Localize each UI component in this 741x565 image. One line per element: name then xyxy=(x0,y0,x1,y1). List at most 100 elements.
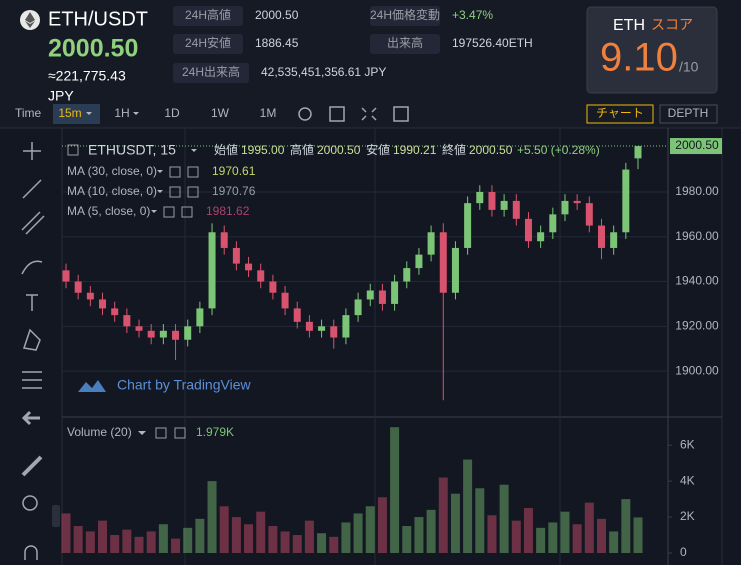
score-box xyxy=(586,6,718,94)
save-icon[interactable] xyxy=(393,106,409,122)
stat-value: 197526.40ETH xyxy=(452,36,533,50)
candle-body xyxy=(220,232,228,248)
volume-menu[interactable] xyxy=(138,431,146,435)
candle-body xyxy=(476,191,484,204)
interval[interactable]: 1M xyxy=(260,106,277,120)
stat-label: 24H出来高 xyxy=(182,64,240,79)
indicator-caret xyxy=(157,170,163,173)
chart-button[interactable] xyxy=(586,104,654,124)
candle-body xyxy=(597,225,605,248)
depth-button-text[interactable]: DEPTH xyxy=(668,106,709,120)
candle-body xyxy=(439,232,447,293)
collapse-box[interactable] xyxy=(67,144,79,156)
toolbar-icons xyxy=(298,106,409,122)
volume-bar xyxy=(85,531,95,553)
indicator-settings[interactable] xyxy=(169,186,181,198)
settings-icon[interactable] xyxy=(298,107,312,121)
volume-bar xyxy=(244,524,254,553)
volume-bar xyxy=(365,506,375,553)
volume-title: Volume (20) xyxy=(67,425,132,439)
volume-bar xyxy=(475,488,485,553)
stat-label-bg xyxy=(370,34,440,54)
time-label: Time xyxy=(15,106,42,120)
candle-body xyxy=(281,292,289,309)
fib-tool[interactable] xyxy=(21,211,45,235)
pattern-tool[interactable] xyxy=(23,328,41,351)
volume-bar xyxy=(73,526,83,553)
volume-tick-label: 6K xyxy=(680,437,695,451)
stat-value: 2000.50 xyxy=(255,8,299,22)
change: +5.50 (+0.28%) xyxy=(517,143,600,157)
zoom-tool[interactable] xyxy=(22,495,38,511)
depth-button[interactable] xyxy=(659,104,718,124)
volume-tick-label: 4K xyxy=(680,473,695,487)
interval-caret xyxy=(133,112,139,115)
indicator-name: MA (30, close, 0) xyxy=(67,164,157,178)
volume-bar xyxy=(572,524,582,553)
line-tool[interactable] xyxy=(22,179,42,199)
crosshair-tool[interactable] xyxy=(23,142,41,160)
volume-bar xyxy=(390,427,400,553)
interval[interactable]: 1H xyxy=(114,106,129,120)
fullscreen-icon[interactable] xyxy=(361,107,377,121)
candle-body xyxy=(391,281,399,304)
stat-label-bg xyxy=(370,6,440,26)
candle-body xyxy=(488,191,496,210)
collapse-handle[interactable] xyxy=(52,505,60,527)
price-jpy: ≈221,775.43 xyxy=(48,68,126,84)
volume-bar xyxy=(584,502,594,553)
indicator-close[interactable] xyxy=(187,166,199,178)
y-tick-label: 1920.00 xyxy=(675,318,719,332)
interval[interactable]: 15m xyxy=(58,106,81,120)
volume-bar xyxy=(353,513,363,553)
stat-label-bg xyxy=(173,6,243,26)
volume-bar xyxy=(207,481,217,553)
indicator-close[interactable] xyxy=(181,206,193,218)
interval[interactable]: 1D xyxy=(164,106,180,120)
stat-label-bg xyxy=(173,34,243,54)
volume-bar xyxy=(450,493,460,553)
stat-value: 1886.45 xyxy=(255,36,299,50)
y-tick-label: 1980.00 xyxy=(675,184,719,198)
candle-body xyxy=(500,200,508,210)
candle-body xyxy=(269,281,277,293)
volume-bar xyxy=(487,515,497,553)
volume-close[interactable] xyxy=(174,427,186,439)
ohlc-value: 2000.50 xyxy=(317,143,361,157)
volume-settings[interactable] xyxy=(155,427,167,439)
stat-label: 24H高値 xyxy=(185,7,231,22)
watermark: Chart by TradingView xyxy=(117,377,251,393)
magnet-tool[interactable] xyxy=(24,545,38,560)
ohlc-value: 1990.21 xyxy=(393,143,437,157)
volume-bar xyxy=(158,524,168,553)
interval[interactable]: 1W xyxy=(211,106,230,120)
candle-body xyxy=(585,203,593,226)
chart-button-text[interactable]: チャート xyxy=(596,106,644,120)
title-caret xyxy=(191,149,197,152)
indicator-icon[interactable] xyxy=(329,106,345,122)
indicator-close[interactable] xyxy=(187,186,199,198)
volume-tick-label: 0 xyxy=(680,545,687,559)
ruler-tool[interactable] xyxy=(21,455,43,477)
volume-bar xyxy=(171,538,181,553)
score-name: ETH xyxy=(613,17,645,34)
candle-body xyxy=(74,281,82,293)
indicator-legend: MA (30, close, 0) 1970.61 MA (10, close, 0… xyxy=(67,164,256,218)
drawing-tools xyxy=(21,142,45,560)
back-tool[interactable] xyxy=(21,410,40,426)
y-tick-label: 1960.00 xyxy=(675,229,719,243)
volume-bar xyxy=(609,531,619,553)
candle-body xyxy=(257,270,265,282)
volume-bar xyxy=(304,520,314,553)
text-tool[interactable] xyxy=(26,294,38,311)
indicator-settings[interactable] xyxy=(169,166,181,178)
measure-tool[interactable] xyxy=(22,371,42,389)
volume-bar xyxy=(633,517,643,553)
candle-body xyxy=(245,263,253,271)
last-price-label: 2000.50 xyxy=(675,138,719,152)
indicator-settings[interactable] xyxy=(163,206,175,218)
brush-tool[interactable] xyxy=(21,260,43,275)
stat-label: 出来高 xyxy=(387,35,423,50)
candle-body xyxy=(172,330,180,340)
